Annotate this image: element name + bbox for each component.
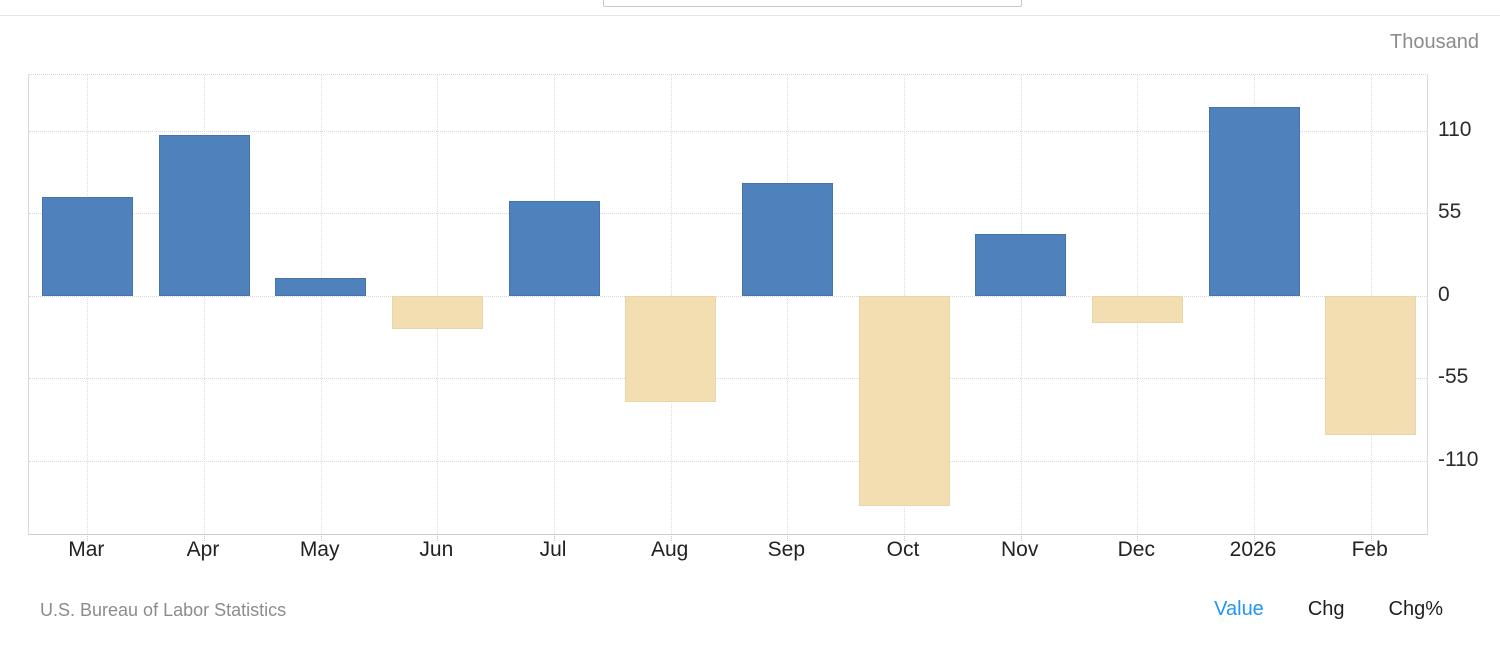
view-link-chg[interactable]: Chg	[1307, 598, 1345, 620]
bar-sep[interactable]	[741, 183, 833, 296]
gridline-y-110	[29, 130, 1427, 132]
x-tick-label-mar: Mar	[68, 538, 105, 561]
chart-plot-area	[28, 74, 1428, 541]
x-tick-oct	[904, 536, 905, 541]
x-tick-label-may: May	[299, 538, 340, 561]
y-tick-label--55: -55	[1438, 365, 1469, 389]
x-tick-nov	[1020, 536, 1022, 541]
gridline-x-sep	[787, 75, 789, 534]
gridline-x-mar	[87, 75, 89, 534]
bar-jul[interactable]	[508, 201, 600, 296]
x-tick-2026	[1254, 536, 1255, 541]
x-tick-aug	[670, 536, 672, 541]
gridline-x-2026	[1254, 75, 1255, 534]
x-tick-jun	[437, 536, 439, 541]
gridline-y--55	[29, 378, 1427, 380]
x-tick-label-dec: Dec	[1117, 538, 1155, 561]
bar-nov[interactable]	[975, 234, 1067, 296]
series-search-input[interactable]	[603, 0, 1022, 7]
x-tick-dec	[1137, 536, 1139, 541]
x-tick-label-aug: Aug	[650, 538, 689, 561]
x-tick-feb	[1370, 536, 1372, 541]
gridline-y-0	[29, 295, 1427, 297]
x-tick-label-oct: Oct	[886, 538, 920, 561]
view-link-value[interactable]: Value	[1214, 598, 1264, 620]
x-tick-may	[320, 536, 322, 541]
header-divider	[0, 15, 1500, 16]
x-tick-label-2026: 2026	[1229, 538, 1277, 561]
y-tick-label--110: -110	[1438, 447, 1479, 471]
y-tick-label-0: 0	[1438, 282, 1450, 306]
bar-may[interactable]	[275, 277, 367, 296]
gridline-x-apr	[204, 75, 205, 534]
y-tick-label-55: 55	[1438, 200, 1462, 224]
bar-2026[interactable]	[1208, 106, 1300, 296]
gridline-y-55	[29, 213, 1427, 215]
x-tick-sep	[787, 536, 789, 541]
view-switcher: Value Chg Chg%	[1214, 598, 1443, 621]
y-axis-unit-label: Thousand	[1390, 31, 1479, 53]
x-tick-apr	[204, 536, 205, 541]
y-tick-label-110: 110	[1438, 117, 1472, 141]
bar-apr[interactable]	[158, 135, 250, 296]
x-tick-jul	[554, 536, 555, 541]
gridline-x-may	[320, 75, 322, 534]
bar-oct[interactable]	[858, 295, 950, 506]
x-tick-mar	[87, 536, 89, 541]
bar-mar[interactable]	[41, 196, 133, 296]
bar-feb[interactable]	[1325, 295, 1417, 436]
x-tick-label-jun: Jun	[419, 538, 454, 561]
bar-dec[interactable]	[1091, 295, 1183, 323]
bar-aug[interactable]	[625, 295, 717, 403]
x-tick-label-jul: Jul	[539, 538, 567, 561]
gridline-x-nov	[1020, 75, 1022, 534]
x-tick-label-sep: Sep	[767, 538, 806, 561]
bar-jun[interactable]	[391, 295, 483, 329]
gridline-x-jul	[554, 75, 555, 534]
source-attribution: U.S. Bureau of Labor Statistics	[40, 600, 287, 620]
x-tick-label-feb: Feb	[1351, 538, 1388, 561]
x-tick-label-apr: Apr	[186, 538, 220, 561]
x-tick-label-nov: Nov	[1000, 538, 1039, 561]
gridline-y--110	[29, 460, 1427, 462]
view-link-chg-pct[interactable]: Chg%	[1388, 598, 1443, 620]
